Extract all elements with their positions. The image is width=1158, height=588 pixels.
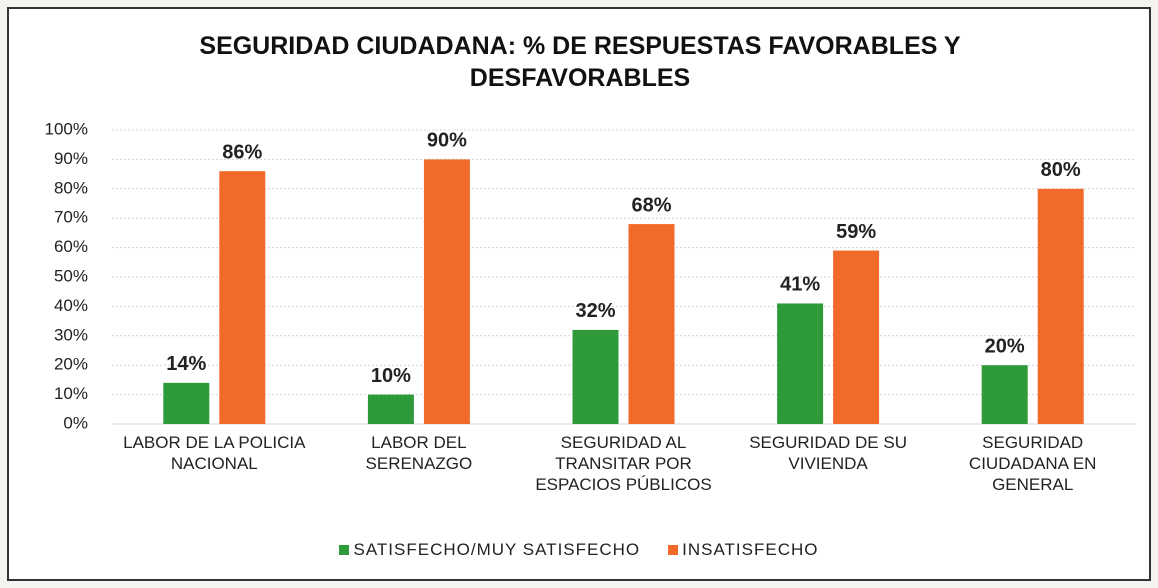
data-label: 68% xyxy=(631,194,671,216)
legend-swatch xyxy=(668,545,679,555)
bar xyxy=(219,171,266,424)
legend-item: SATISFECHO/MUY SATISFECHO xyxy=(339,540,640,559)
bar xyxy=(981,365,1028,424)
x-tick-label: SEGURIDAD AL TRANSITAR POR ESPACIOS PÚBL… xyxy=(535,433,712,494)
data-label: 41% xyxy=(780,274,820,296)
bar xyxy=(628,224,675,424)
y-tick-label: 40% xyxy=(54,296,88,315)
data-label: 14% xyxy=(166,353,206,375)
y-tick-label: 30% xyxy=(54,325,88,344)
legend-swatch xyxy=(339,545,350,555)
bar xyxy=(423,159,470,424)
data-label: 80% xyxy=(1041,159,1081,181)
legend-item: INSATISFECHO xyxy=(668,540,818,559)
bar xyxy=(163,382,210,424)
data-label: 59% xyxy=(836,221,876,243)
x-tick-label: LABOR DE LA POLICIA NACIONAL xyxy=(123,433,306,473)
y-tick-label: 10% xyxy=(54,384,88,403)
x-tick-label: SEGURIDAD DE SU VIVIENDA xyxy=(749,433,907,473)
x-tick-label: SEGURIDAD CIUDADANA EN GENERAL xyxy=(968,433,1097,494)
legend: SATISFECHO/MUY SATISFECHO INSATISFECHO xyxy=(0,540,1158,560)
y-tick-label: 50% xyxy=(54,266,88,285)
x-tick-label: LABOR DEL SERENAZGO xyxy=(365,433,473,473)
data-label: 10% xyxy=(371,365,411,387)
y-tick-label: 70% xyxy=(54,208,88,227)
y-tick-label: 0% xyxy=(63,413,88,432)
bar xyxy=(777,303,824,424)
y-tick-label: 90% xyxy=(54,149,88,168)
y-tick-label: 80% xyxy=(54,178,88,197)
y-tick-label: 20% xyxy=(54,355,88,374)
bar xyxy=(572,329,619,424)
legend-label: SATISFECHO/MUY SATISFECHO xyxy=(353,540,641,559)
legend-label: INSATISFECHO xyxy=(682,540,819,559)
chart-frame xyxy=(7,7,1151,581)
bar xyxy=(367,394,414,424)
data-label: 86% xyxy=(222,141,262,163)
data-label: 90% xyxy=(427,130,467,152)
bar xyxy=(833,250,880,424)
data-label: 32% xyxy=(575,300,615,322)
y-tick-label: 100% xyxy=(45,119,88,138)
y-tick-label: 60% xyxy=(54,237,88,256)
chart-title: SEGURIDAD CIUDADANA: % DE RESPUESTAS FAV… xyxy=(199,32,961,92)
data-label: 20% xyxy=(985,335,1025,357)
bar xyxy=(1037,188,1084,424)
